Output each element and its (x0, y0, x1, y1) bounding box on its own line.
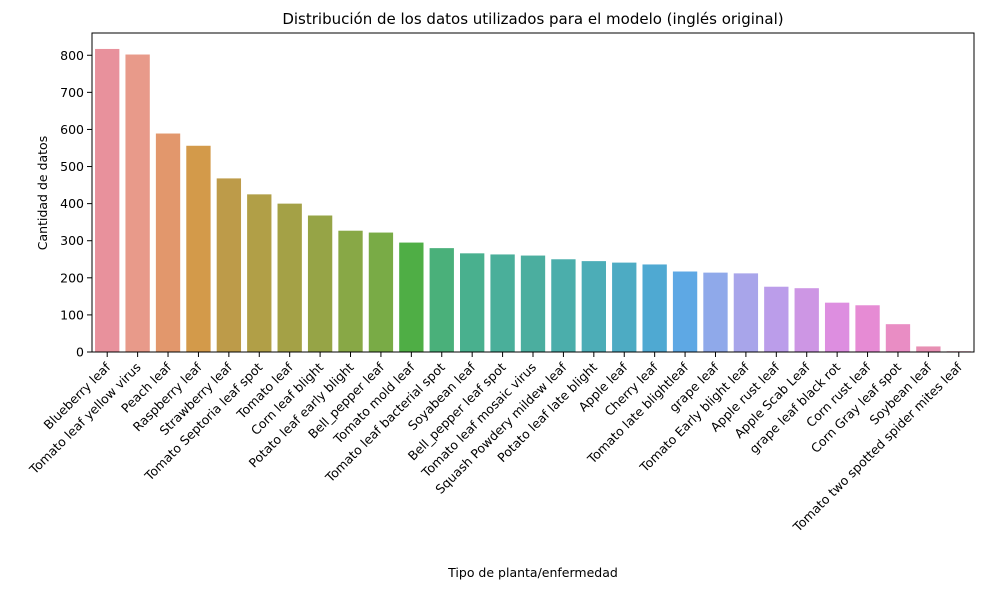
bar-0 (95, 48, 120, 352)
bar-22 (764, 286, 789, 352)
bar-14 (520, 255, 546, 352)
plot-frame (91, 32, 975, 353)
bar-4 (216, 178, 242, 352)
bar-2 (155, 133, 181, 352)
bar-25 (855, 305, 880, 352)
bar-12 (460, 253, 485, 352)
y-axis: 0 100 200 300 400 500 600 700 800 (60, 48, 92, 360)
bar-26 (885, 324, 911, 352)
bar-17 (612, 262, 637, 352)
bar-9 (368, 232, 394, 352)
bars-group (95, 48, 971, 353)
bar-6 (277, 203, 302, 352)
y-tick-label-4: 400 (60, 196, 84, 211)
bar-15 (551, 259, 576, 352)
y-axis-label: Cantidad de datos (35, 136, 50, 250)
bar-24 (824, 302, 850, 352)
bar-20 (703, 272, 728, 352)
y-tick-label-7: 700 (60, 85, 84, 100)
y-tick-label-8: 800 (60, 48, 84, 63)
bar-5 (247, 194, 272, 352)
y-tick-label-5: 500 (60, 159, 84, 174)
bar-8 (338, 230, 363, 352)
bar-23 (794, 288, 819, 352)
y-tick-label-6: 600 (60, 122, 84, 137)
y-tick-label-3: 300 (60, 233, 84, 248)
y-tick-label-0: 0 (76, 345, 84, 360)
bar-10 (399, 242, 424, 352)
bar-18 (642, 264, 667, 352)
bar-13 (490, 254, 515, 352)
y-tick-label-1: 100 (60, 307, 84, 322)
x-axis-label: Tipo de planta/enfermedad (447, 565, 618, 580)
bar-21 (733, 273, 759, 352)
bar-7 (307, 215, 333, 352)
bar-27 (916, 346, 941, 352)
bar-16 (581, 261, 606, 352)
bar-1 (125, 54, 150, 353)
bar-11 (429, 248, 454, 352)
y-tick-label-2: 200 (60, 270, 84, 285)
chart-title: Distribución de los datos utilizados par… (282, 10, 783, 28)
bar-3 (186, 145, 211, 352)
bar-19 (672, 271, 698, 352)
